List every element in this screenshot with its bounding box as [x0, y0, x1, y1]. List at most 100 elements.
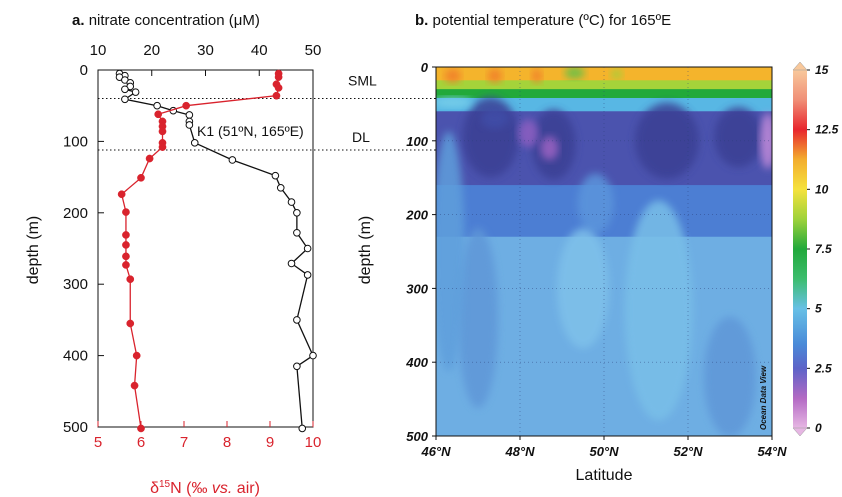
temperature-field [436, 67, 772, 436]
latitude-axis: 46°N 48°N 50°N 52°N 54°N [420, 436, 787, 459]
d15n-axis: 5 6 7 8 9 10 [94, 421, 321, 451]
nitrate-point [276, 184, 285, 192]
d15n-point [145, 154, 154, 163]
d15n-point [122, 231, 130, 239]
nitrate-point [309, 351, 317, 360]
colorbar-min-cap [792, 427, 808, 437]
temperature-patch [759, 112, 772, 169]
colorbar-tick-label: 15 [815, 63, 829, 77]
colorbar-tick-label: 10 [815, 182, 829, 196]
nitrate-tick-label: 30 [197, 42, 214, 59]
d15n-point [122, 241, 130, 249]
d15n-tick-label: 5 [94, 434, 102, 451]
d15n-point [274, 73, 283, 81]
colorbar-tick-label: 7.5 [815, 242, 832, 256]
d15n-tick-label: 7 [180, 434, 188, 451]
temperature-patch [462, 97, 519, 178]
d15n-axis-label: δ15N (‰ vs. air) [150, 479, 260, 497]
depth-tick-label-b: 0 [421, 60, 429, 75]
d15n-point [158, 127, 167, 136]
d15n-point [137, 424, 145, 433]
nitrate-point [271, 171, 280, 180]
d15n-point [126, 319, 135, 328]
d15n-point [137, 173, 145, 182]
depth-tick-label-b: 400 [405, 355, 428, 370]
reference-line-label: DL [352, 129, 370, 145]
latitude-tick-label: 50°N [589, 444, 619, 459]
nitrate-tick-label: 20 [143, 42, 160, 59]
nitrate-point [293, 316, 301, 324]
panel-a: a. nitrate concentration (μM) 10 20 30 40 50… [25, 12, 770, 497]
temperature-patch [714, 107, 763, 168]
temperature-patch [487, 68, 502, 83]
d15n-tick-label: 9 [266, 434, 274, 451]
nitrate-point [303, 271, 312, 279]
depth-tick-label-b: 300 [406, 281, 428, 296]
latitude-tick-label: 48°N [504, 444, 535, 459]
nitrate-point [190, 139, 199, 147]
temperature-patch [564, 67, 585, 79]
latitude-tick-label: 52°N [673, 444, 703, 459]
nitrate-point [293, 362, 301, 371]
temperature-layer [436, 80, 772, 90]
nitrate-point [131, 88, 140, 96]
temperature-patch [436, 131, 465, 372]
colorbar-max-cap [792, 61, 808, 71]
d15n-point [154, 110, 163, 119]
nitrate-point [287, 259, 296, 268]
nitrate-point [121, 85, 129, 94]
temperature-patch [436, 97, 473, 108]
nitrate-tick-label: 10 [90, 42, 107, 59]
colorbar-tick-label: 2.5 [814, 361, 832, 375]
latitude-axis-label: Latitude [576, 467, 633, 484]
nitrate-point [185, 111, 194, 119]
depth-axis-label-b: depth (m) [357, 216, 374, 284]
depth-tick-label-b: 100 [406, 134, 428, 149]
d15n-point [158, 143, 167, 151]
depth-tick-label-a: 100 [63, 133, 88, 150]
nitrate-point [153, 101, 161, 110]
temperature-layer [436, 89, 772, 99]
colorbar-bar [793, 70, 807, 428]
depth-axis-b: 0 100 200 300 400 500 [405, 60, 436, 444]
temperature-layer [436, 97, 772, 112]
d15n-point [272, 91, 281, 100]
nitrate-point [303, 244, 312, 253]
nitrate-point [185, 121, 194, 129]
temperature-patch [635, 102, 699, 179]
depth-tick-label-a: 0 [80, 62, 88, 79]
d15n-point [132, 351, 141, 360]
temperature-patch [577, 173, 614, 234]
nitrate-point [293, 209, 301, 217]
temperature-patch [704, 316, 756, 436]
nitrate-point [228, 156, 237, 164]
panel-b-title: b. potential temperature (ºC) for 165ºE [415, 12, 671, 29]
nitrate-point [293, 228, 301, 237]
depth-tick-label-a: 500 [63, 419, 88, 436]
temperature-patch [518, 119, 539, 148]
depth-axis-a: 0 100 200 300 400 500 [63, 62, 104, 436]
d15n-point [122, 208, 130, 216]
nitrate-point [121, 95, 129, 104]
temperature-patch [624, 200, 693, 421]
nitrate-tick-label: 40 [251, 42, 268, 59]
colorbar-tick-label: 0 [815, 421, 822, 435]
temperature-layer [436, 67, 772, 81]
temperature-patch [531, 68, 542, 83]
temperature-patch [540, 136, 559, 161]
d15n-tick-label: 8 [223, 434, 231, 451]
temperature-patch [610, 69, 623, 80]
latitude-tick-label: 46°N [420, 444, 451, 459]
temperature-patch [444, 68, 461, 83]
colorbar-ticks: 0 2.5 5 7.5 10 12.5 15 [792, 61, 839, 437]
depth-tick-label-a: 200 [63, 205, 88, 222]
depth-tick-label-a: 300 [63, 276, 88, 293]
d15n-tick-label: 6 [137, 434, 145, 451]
panel-a-title: a. nitrate concentration (μM) [72, 12, 260, 29]
d15n-point [122, 261, 130, 269]
depth-tick-label-b: 200 [405, 208, 428, 223]
d15n-point [117, 190, 126, 199]
nitrate-axis: 10 20 30 40 50 [90, 42, 321, 76]
panel-a-series [115, 69, 317, 433]
